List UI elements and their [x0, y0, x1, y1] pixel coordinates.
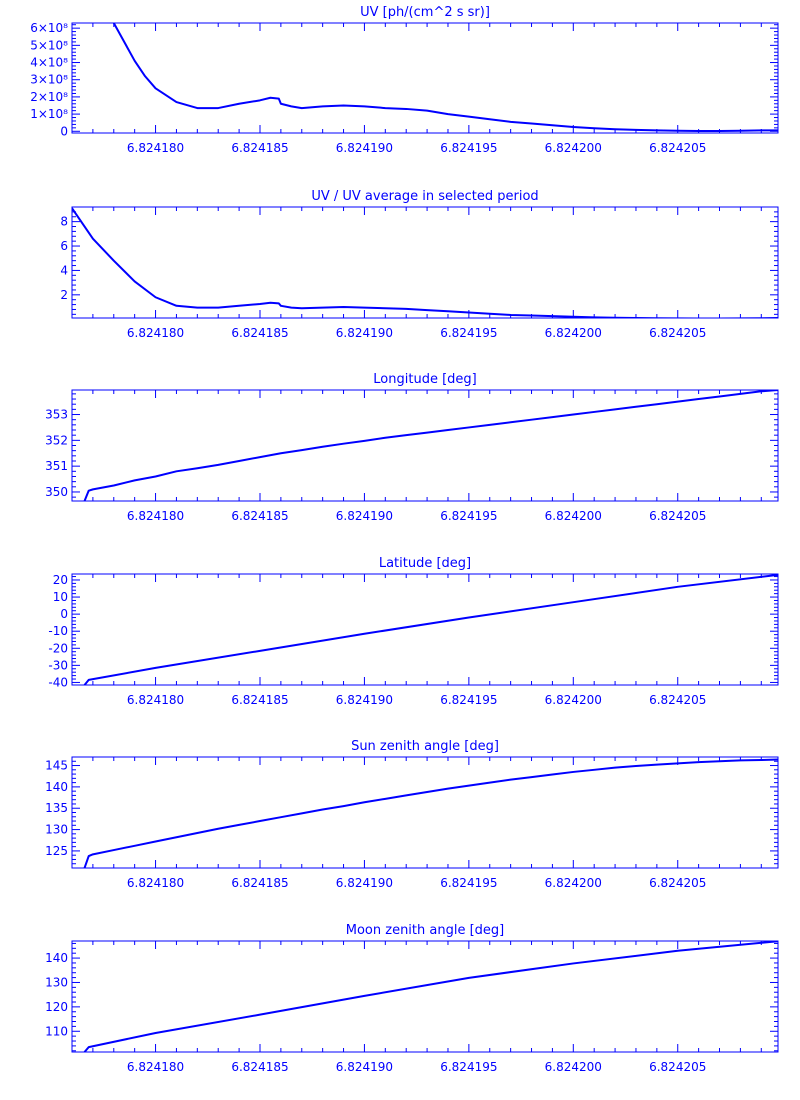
y-tick-label: 2: [60, 288, 68, 302]
x-tick-label: 6.824185: [231, 141, 288, 155]
y-tick-label: 110: [45, 1024, 68, 1038]
y-tick-label: 140: [45, 951, 68, 965]
x-tick-label: 6.824200: [545, 693, 602, 707]
x-tick-label: 6.824180: [127, 509, 184, 523]
y-tick-label: 20: [53, 573, 68, 587]
plot-frame: [71, 756, 779, 869]
y-tick-label: 0: [60, 124, 68, 138]
plot-frame: [71, 206, 779, 319]
y-tick-label: 0: [60, 607, 68, 621]
plot-frame: [71, 573, 779, 686]
x-tick-label: 6.824180: [127, 1060, 184, 1074]
data-series-line: [72, 207, 778, 318]
x-tick-label: 6.824190: [336, 326, 393, 340]
chart-panel-6: Moon zenith angle [deg] 6.824180 6.824185 6…: [45, 923, 779, 1074]
chart-panel-1: UV [ph/(cm^2 s sr)] 6.824180 6.824185 6.824…: [30, 5, 779, 155]
x-tick-label: 6.824185: [231, 693, 288, 707]
x-tick-label: 6.824190: [336, 509, 393, 523]
y-tick-label: 350: [45, 485, 68, 499]
chart-panel-2: UV / UV average in selected period 6.8241…: [60, 189, 779, 340]
x-tick-label: 6.824195: [440, 509, 497, 523]
x-tick-label: 6.824185: [231, 1060, 288, 1074]
y-tick-label: 10: [53, 590, 68, 604]
chart-panel-4: Latitude [deg] 6.824180 6.824185 6.824190 6.…: [48, 556, 779, 707]
y-tick-label: 130: [45, 823, 68, 837]
plot-frame: [71, 940, 779, 1053]
x-tick-label: 6.824200: [545, 141, 602, 155]
y-tick-label: 8: [60, 215, 68, 229]
chart-title: UV / UV average in selected period: [311, 189, 538, 204]
x-tick-label: 6.824195: [440, 1060, 497, 1074]
x-tick-label: 6.824205: [649, 509, 706, 523]
y-tick-label: 4: [60, 263, 68, 277]
y-tick-label: 353: [45, 408, 68, 422]
plot-frame: [71, 22, 779, 134]
y-tick-label: 145: [45, 759, 68, 773]
plot-frame: [71, 389, 779, 502]
y-tick-label: 2×10⁸: [30, 90, 68, 104]
y-tick-label: 1×10⁸: [30, 107, 68, 121]
data-series-line: [83, 941, 778, 1052]
x-tick-label: 6.824200: [545, 326, 602, 340]
x-tick-label: 6.824200: [545, 876, 602, 890]
chart-title: Latitude [deg]: [379, 556, 471, 571]
x-tick-label: 6.824205: [649, 141, 706, 155]
y-tick-label: 351: [45, 459, 68, 473]
x-tick-label: 6.824180: [127, 693, 184, 707]
y-tick-label: -10: [48, 624, 68, 638]
y-tick-label: -40: [48, 675, 68, 689]
y-tick-label: 6×10⁸: [30, 21, 68, 35]
x-tick-label: 6.824195: [440, 141, 497, 155]
y-tick-label: 125: [45, 844, 68, 858]
x-tick-label: 6.824180: [127, 876, 184, 890]
x-tick-label: 6.824205: [649, 1060, 706, 1074]
chart-title: Sun zenith angle [deg]: [351, 739, 499, 754]
chart-title: Longitude [deg]: [373, 372, 476, 387]
y-tick-label: 352: [45, 433, 68, 447]
x-tick-label: 6.824185: [231, 876, 288, 890]
x-tick-label: 6.824185: [231, 326, 288, 340]
chart-panel-3: Longitude [deg] 6.824180 6.824185 6.824190 6…: [45, 372, 779, 523]
data-series-line: [83, 390, 778, 501]
x-tick-label: 6.824205: [649, 876, 706, 890]
x-tick-label: 6.824190: [336, 1060, 393, 1074]
y-tick-label: 6: [60, 239, 68, 253]
y-tick-label: 120: [45, 1000, 68, 1014]
y-tick-label: 140: [45, 780, 68, 794]
y-tick-label: 4×10⁸: [30, 56, 68, 70]
x-tick-label: 6.824205: [649, 326, 706, 340]
x-tick-label: 6.824190: [336, 693, 393, 707]
x-tick-label: 6.824190: [336, 876, 393, 890]
x-tick-label: 6.824195: [440, 326, 497, 340]
x-tick-label: 6.824185: [231, 509, 288, 523]
x-tick-label: 6.824195: [440, 876, 497, 890]
data-series-line: [83, 758, 778, 868]
chart-panel-5: Sun zenith angle [deg] 6.824180 6.824185 6.…: [45, 739, 779, 890]
x-tick-label: 6.824180: [127, 141, 184, 155]
y-tick-label: -20: [48, 641, 68, 655]
x-tick-label: 6.824205: [649, 693, 706, 707]
y-tick-label: -30: [48, 658, 68, 672]
y-tick-label: 5×10⁸: [30, 38, 68, 52]
x-tick-label: 6.824190: [336, 141, 393, 155]
y-tick-label: 130: [45, 975, 68, 989]
chart-title: UV [ph/(cm^2 s sr)]: [360, 5, 490, 20]
data-series-line: [83, 574, 778, 685]
x-tick-label: 6.824200: [545, 509, 602, 523]
y-tick-label: 135: [45, 801, 68, 815]
y-tick-label: 3×10⁸: [30, 73, 68, 87]
x-tick-label: 6.824195: [440, 693, 497, 707]
x-tick-label: 6.824180: [127, 326, 184, 340]
x-tick-label: 6.824200: [545, 1060, 602, 1074]
chart-title: Moon zenith angle [deg]: [346, 923, 504, 938]
data-series-line: [112, 23, 778, 132]
